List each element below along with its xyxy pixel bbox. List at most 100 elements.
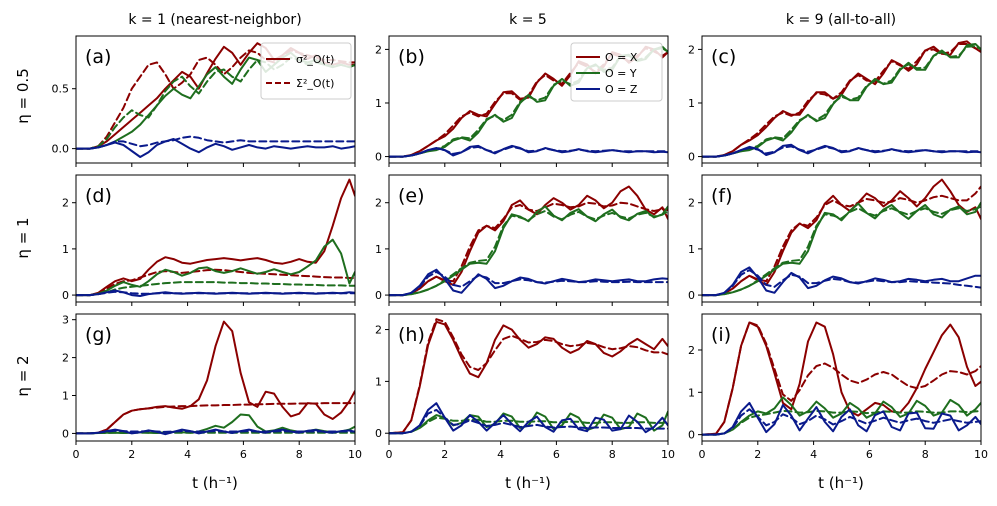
panel-label: (a) bbox=[85, 46, 111, 68]
series-line-y-solid bbox=[702, 43, 981, 158]
axes-frame bbox=[75, 313, 356, 442]
y-tick-label: 0.0 bbox=[52, 143, 70, 156]
y-tick-label: 0 bbox=[688, 151, 695, 164]
x-tick-label: 4 bbox=[497, 448, 504, 461]
series-line-y-dashed bbox=[389, 210, 668, 297]
x-tick-label: 8 bbox=[296, 448, 303, 461]
x-tick-label: 0 bbox=[386, 448, 393, 461]
column-title-1: k = 1 (nearest-neighbor) bbox=[128, 12, 301, 28]
panel-i: 0 2 4 6 8 10 0 1 2 (i) bbox=[688, 313, 988, 461]
x-tick-label: 2 bbox=[128, 448, 135, 461]
y-tick-label: 0 bbox=[688, 429, 695, 442]
y-tick-label: 2 bbox=[688, 197, 695, 210]
legend-dashed-label: Σ²_O(t) bbox=[296, 77, 334, 90]
y-tick-label: 2 bbox=[375, 197, 382, 210]
panel-label: (f) bbox=[711, 185, 733, 207]
series-line-x-dashed bbox=[76, 268, 355, 297]
series-group bbox=[389, 185, 668, 297]
series-line-y-dashed bbox=[702, 45, 981, 158]
x-tick-label: 6 bbox=[553, 448, 560, 461]
axes-frame bbox=[701, 174, 982, 303]
x-axis-label-2: t (h⁻¹) bbox=[505, 474, 551, 492]
series-line-z-dashed bbox=[702, 269, 981, 297]
series-line-z-dashed bbox=[389, 145, 668, 158]
series-line-x-dashed bbox=[389, 318, 668, 435]
legend-variance-box bbox=[260, 42, 352, 100]
axes-frame bbox=[75, 35, 356, 164]
series-group bbox=[76, 178, 355, 297]
legend-solid-label: σ²_O(t) bbox=[296, 53, 334, 66]
series-group bbox=[389, 318, 668, 435]
series-group bbox=[702, 178, 981, 297]
y-tick-label: 0 bbox=[62, 289, 69, 302]
y-tick-label: 1 bbox=[688, 243, 695, 256]
y-tick-label: 2 bbox=[688, 344, 695, 357]
series-line-y-dashed bbox=[76, 281, 355, 297]
panel-label: (g) bbox=[85, 324, 112, 346]
panel-label: (b) bbox=[398, 46, 425, 68]
series-line-x-dashed bbox=[702, 43, 981, 158]
axes-frame bbox=[388, 313, 669, 442]
y-tick-label: 0 bbox=[62, 427, 69, 440]
y-tick-label: 0.5 bbox=[52, 83, 70, 96]
series-line-y-solid bbox=[76, 238, 355, 297]
x-tick-label: 2 bbox=[754, 448, 761, 461]
y-tick-label: 2 bbox=[375, 324, 382, 337]
series-line-z-dashed bbox=[76, 429, 355, 435]
series-line-z-dashed bbox=[76, 290, 355, 297]
legend-y-label: O = Y bbox=[605, 67, 637, 80]
legend-x-label: O = X bbox=[605, 51, 638, 64]
series-line-z-solid bbox=[389, 402, 668, 435]
panel-g: 0 2 4 6 8 10 0 1 2 3 (g) bbox=[62, 313, 362, 461]
x-tick-label: 4 bbox=[184, 448, 191, 461]
panel-a: 0.0 0.5 (a) bbox=[52, 35, 356, 167]
x-tick-label: 0 bbox=[73, 448, 80, 461]
y-tick-label: 3 bbox=[62, 314, 69, 327]
series-line-z-solid bbox=[702, 266, 981, 297]
panel-d: 0 1 2 (d) bbox=[62, 174, 356, 306]
axes-frame bbox=[701, 313, 982, 442]
x-tick-label: 4 bbox=[810, 448, 817, 461]
axes-frame bbox=[701, 35, 982, 164]
series-line-y-dashed bbox=[389, 416, 668, 435]
panel-label: (c) bbox=[711, 46, 736, 68]
panel-e: 0 1 2 (e) bbox=[375, 174, 669, 306]
series-line-x-dashed bbox=[702, 321, 981, 436]
panel-h: 0 2 4 6 8 10 0 1 2 (h) bbox=[375, 313, 675, 461]
panel-label: (d) bbox=[85, 185, 112, 207]
y-tick-label: 1 bbox=[62, 390, 69, 403]
panels-group: 0.00.5(a)012 (b)012 (c)012 (d)012 (e)012 (f)0… bbox=[52, 35, 988, 461]
y-tick-label: 0 bbox=[375, 289, 382, 302]
y-tick-label: 1 bbox=[375, 375, 382, 388]
series-line-z-dashed bbox=[76, 135, 355, 150]
series-line-x-dashed bbox=[702, 185, 981, 297]
series-line-x-dashed bbox=[389, 201, 668, 297]
y-tick-label: 1 bbox=[375, 97, 382, 110]
panel-f: 0 1 2 (f) bbox=[688, 174, 982, 306]
series-line-z-solid bbox=[76, 138, 355, 158]
series-group bbox=[76, 320, 355, 436]
legend-observable: O = X O = Y O = Z bbox=[570, 42, 663, 102]
y-tick-label: 1 bbox=[688, 97, 695, 110]
series-line-z-dashed bbox=[702, 145, 981, 158]
series-line-x-solid bbox=[702, 40, 981, 158]
axes-frame bbox=[388, 35, 669, 164]
axes-frame bbox=[75, 174, 356, 303]
y-tick-label: 2 bbox=[62, 352, 69, 365]
panel-c: 0 1 2 (c) bbox=[688, 35, 982, 167]
legend-z-label: O = Z bbox=[605, 83, 638, 96]
series-line-y-dashed bbox=[702, 205, 981, 297]
panel-label: (e) bbox=[398, 185, 425, 207]
series-line-x-solid bbox=[389, 320, 668, 435]
series-line-z-dashed bbox=[389, 408, 668, 435]
panel-label: (h) bbox=[398, 324, 425, 346]
column-title-3: k = 9 (all-to-all) bbox=[786, 12, 896, 28]
x-tick-label: 10 bbox=[661, 448, 675, 461]
series-line-z-dashed bbox=[702, 408, 981, 436]
x-tick-label: 10 bbox=[348, 448, 362, 461]
x-tick-label: 8 bbox=[922, 448, 929, 461]
column-title-2: k = 5 bbox=[509, 12, 547, 28]
y-tick-label: 0 bbox=[688, 289, 695, 302]
series-line-x-solid bbox=[76, 178, 355, 297]
x-tick-label: 6 bbox=[866, 448, 873, 461]
